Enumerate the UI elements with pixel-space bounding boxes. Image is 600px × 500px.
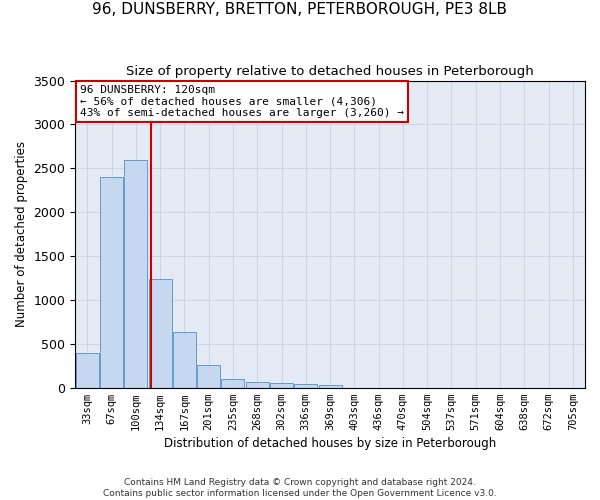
Bar: [294, 384, 317, 388]
Text: 96 DUNSBERRY: 120sqm
← 56% of detached houses are smaller (4,306)
43% of semi-de: 96 DUNSBERRY: 120sqm ← 56% of detached h…: [80, 85, 404, 118]
Text: Contains HM Land Registry data © Crown copyright and database right 2024.
Contai: Contains HM Land Registry data © Crown c…: [103, 478, 497, 498]
Text: 96, DUNSBERRY, BRETTON, PETERBOROUGH, PE3 8LB: 96, DUNSBERRY, BRETTON, PETERBOROUGH, PE…: [92, 2, 508, 18]
Bar: [76, 354, 99, 388]
Bar: [100, 177, 123, 388]
Bar: [319, 385, 341, 388]
Bar: [246, 382, 269, 388]
Bar: [149, 279, 172, 388]
X-axis label: Distribution of detached houses by size in Peterborough: Distribution of detached houses by size …: [164, 437, 496, 450]
Title: Size of property relative to detached houses in Peterborough: Size of property relative to detached ho…: [126, 65, 534, 78]
Bar: [124, 160, 148, 388]
Bar: [197, 366, 220, 388]
Bar: [221, 380, 244, 388]
Y-axis label: Number of detached properties: Number of detached properties: [15, 141, 28, 327]
Bar: [173, 332, 196, 388]
Bar: [270, 383, 293, 388]
